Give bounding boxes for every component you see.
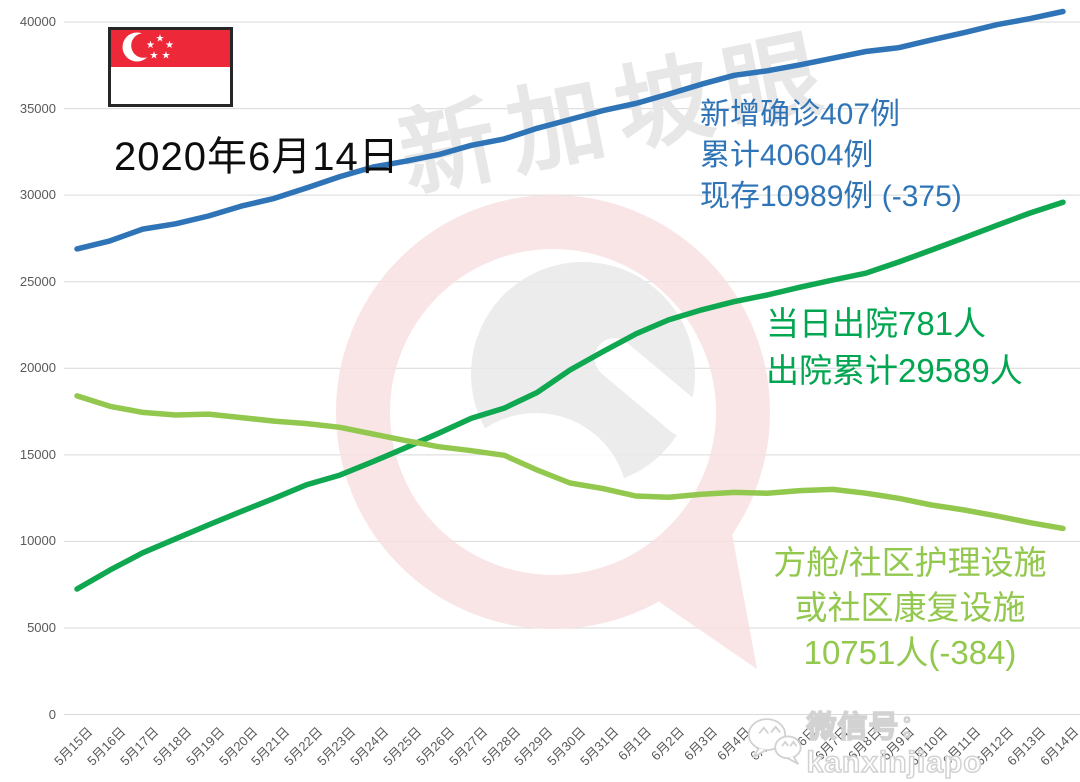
wechat-watermark: 微信号：kanxinjiapo (746, 702, 1080, 780)
series-line-cumulative_discharged (74, 199, 1066, 592)
y-axis-label: 0 (48, 706, 56, 722)
y-axis-label: 10000 (19, 533, 56, 549)
facilities-name-text-2: 或社区康复设施 (794, 589, 1026, 626)
logo-bubble-tail (636, 528, 757, 669)
svg-text:★: ★ (165, 40, 174, 51)
series-line-cumulative_confirmed (74, 8, 1066, 252)
confirmed-new-cases-text: 新增确诊407例 (700, 98, 901, 131)
y-axis-label: 40000 (19, 14, 56, 29)
singapore-flag: ★ ★ ★ ★ ★ (108, 27, 233, 112)
logo-lens-handle (594, 338, 699, 437)
discharged-total-text: 出院累计29589人 (766, 352, 1023, 389)
confirmed-annotation: 新增确诊407例 累计40604例 现存10989例 (-375) (700, 94, 962, 217)
svg-text:★: ★ (146, 40, 155, 51)
discharged-today-text: 当日出院781人 (766, 305, 987, 342)
svg-text:★: ★ (162, 51, 171, 62)
y-axis-label: 35000 (19, 100, 56, 116)
confirmed-total-text: 累计40604例 (700, 139, 874, 172)
facilities-annotation: 方舱/社区护理设施 或社区康复设施 10751人(-384) (745, 540, 1075, 675)
logo-ring (336, 195, 770, 629)
discharged-annotation: 当日出院781人 出院累计29589人 (766, 300, 1023, 394)
wechat-id-text: 微信号：kanxinjiapo (806, 710, 983, 780)
y-axis-label: 30000 (19, 187, 56, 203)
facilities-name-text-1: 方舱/社区护理设施 (773, 544, 1047, 581)
wechat-icon (747, 718, 802, 765)
date-label: 2020年6月14日 (114, 135, 400, 179)
y-axis-label: 5000 (27, 619, 56, 635)
svg-text:★: ★ (156, 34, 165, 45)
facilities-count-text: 10751人(-384) (803, 634, 1017, 671)
flag-stars: ★ ★ ★ ★ ★ (146, 34, 174, 62)
series-line-in_community_care_or_recovery_facilities (74, 393, 1066, 532)
confirmed-active-text: 现存10989例 (-375) (700, 180, 962, 213)
svg-text:★: ★ (150, 51, 159, 62)
y-axis-label: 15000 (19, 446, 56, 462)
y-axis-label: 20000 (19, 360, 56, 376)
y-axis-label: 25000 (19, 273, 56, 289)
data-series (74, 8, 1066, 592)
